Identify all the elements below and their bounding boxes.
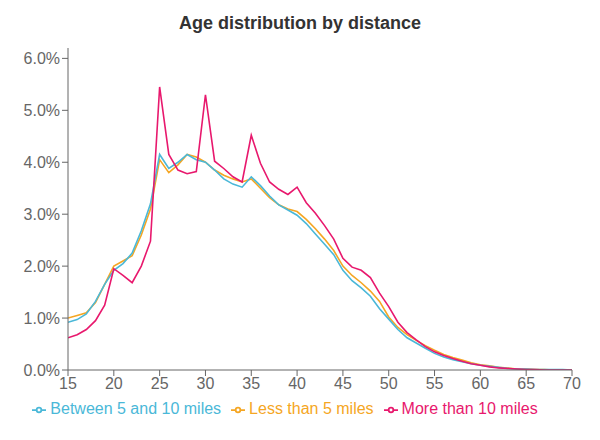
svg-text:35: 35 bbox=[242, 375, 260, 392]
svg-text:5.0%: 5.0% bbox=[24, 102, 60, 119]
svg-text:6.0%: 6.0% bbox=[24, 50, 60, 67]
svg-text:30: 30 bbox=[197, 375, 215, 392]
html-text:Less than 5 miles: Less than 5 miles bbox=[249, 400, 374, 417]
svg-text:15: 15 bbox=[59, 375, 77, 392]
svg-text:3.0%: 3.0% bbox=[24, 206, 60, 223]
svg-text:40: 40 bbox=[288, 375, 306, 392]
svg-text:55: 55 bbox=[426, 375, 444, 392]
html-text:Between 5 and 10 miles: Between 5 and 10 miles bbox=[50, 400, 222, 417]
svg-text:0.0%: 0.0% bbox=[24, 362, 60, 379]
svg-text:70: 70 bbox=[563, 375, 581, 392]
html-text:More than 10 miles: More than 10 miles bbox=[401, 400, 538, 417]
svg-text:65: 65 bbox=[517, 375, 535, 392]
svg-text:1.0%: 1.0% bbox=[24, 310, 60, 327]
svg-text:2.0%: 2.0% bbox=[24, 258, 60, 275]
svg-text:60: 60 bbox=[471, 375, 489, 392]
html-text:Age distribution by distance: Age distribution by distance bbox=[179, 13, 421, 33]
svg-text:50: 50 bbox=[380, 375, 398, 392]
svg-text:4.0%: 4.0% bbox=[24, 154, 60, 171]
svg-text:45: 45 bbox=[334, 375, 352, 392]
svg-text:20: 20 bbox=[105, 375, 123, 392]
svg-text:25: 25 bbox=[151, 375, 169, 392]
